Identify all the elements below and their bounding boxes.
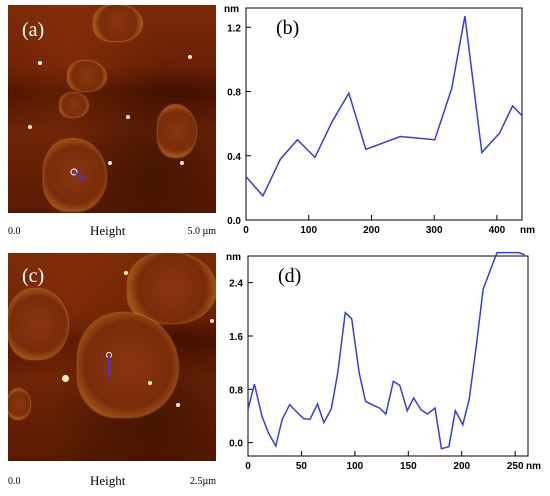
particle [38, 61, 42, 65]
y-tick-label: 0.4 [227, 152, 241, 163]
x-tick-label: 300 [426, 225, 443, 236]
afm-image-a: (a) [8, 5, 216, 213]
x-tick-label: 0 [243, 225, 249, 236]
particle [124, 271, 128, 275]
scale-title: Height [90, 473, 126, 488]
x-tick-label: 400 [489, 225, 506, 236]
particle [126, 115, 130, 119]
particle [148, 381, 152, 385]
panel-label-a: (a) [22, 19, 45, 41]
particle [108, 161, 112, 165]
y-tick-label: 0.0 [227, 216, 241, 227]
scale-bar-a: 0.0 Height 5.0 µm [8, 222, 216, 242]
profile-line [73, 171, 87, 182]
y-axis-unit-label: nm [224, 4, 239, 15]
x-tick-label: 100 [347, 461, 364, 472]
y-tick-label: 0.8 [227, 88, 241, 99]
afm-image-c: (c) [8, 253, 216, 461]
flake [8, 289, 68, 359]
particle [188, 55, 192, 59]
x-tick-label: 0 [245, 461, 251, 472]
y-tick-label: 1.2 [227, 23, 241, 34]
x-tick-label: 100 [300, 225, 317, 236]
panel-label-c: (c) [22, 265, 45, 287]
flake [8, 389, 30, 419]
flake [60, 93, 88, 117]
x-tick-label: 250 [507, 461, 524, 472]
panel-label: (d) [278, 265, 301, 287]
x-axis-unit-label: nm [526, 461, 541, 472]
flake [94, 5, 142, 41]
y-tick-label: 0.0 [229, 439, 243, 450]
particle [180, 161, 184, 165]
plot-frame [247, 255, 529, 457]
profile-line-c [106, 352, 112, 377]
flake [158, 105, 196, 157]
flake [68, 61, 106, 91]
scale-min: 0.0 [8, 476, 21, 487]
y-tick-label: 0.8 [229, 385, 243, 396]
x-tick-label: 200 [453, 461, 470, 472]
scale-min: 0.0 [8, 226, 21, 237]
scale-bar-c: 0.0 Height 2.5µm [8, 472, 216, 492]
x-tick-label: 200 [363, 225, 380, 236]
particle [62, 375, 69, 382]
y-tick-label: 1.6 [229, 332, 243, 343]
scale-max: 2.5µm [189, 476, 216, 487]
scale-title: Height [90, 223, 126, 238]
particle [210, 319, 214, 323]
profile-line-a [70, 168, 87, 182]
y-axis-unit-label: nm [226, 252, 241, 263]
scale-max: 5.0 µm [187, 226, 216, 237]
x-axis-unit-label: nm [520, 225, 535, 236]
flake [78, 313, 178, 417]
profile-marker [106, 352, 112, 358]
particle [28, 125, 32, 129]
line-chart-d: 0 50 100 150 200 250 0.0 0.8 1.6 2.4 nm nm (d) [226, 251, 541, 472]
line-chart-b: 0 100 200 300 400 0.0 0.4 0.8 1.2 nm nm (b) [224, 4, 535, 236]
panel-label: (b) [276, 17, 299, 39]
series-line [247, 251, 526, 450]
y-tick-label: 2.4 [229, 279, 243, 290]
particle [176, 403, 180, 407]
series-line [245, 15, 523, 198]
x-tick-label: 50 [296, 461, 308, 472]
flake [128, 253, 216, 323]
x-tick-label: 150 [400, 461, 417, 472]
profile-marker [70, 168, 78, 176]
plot-frame [245, 7, 523, 221]
